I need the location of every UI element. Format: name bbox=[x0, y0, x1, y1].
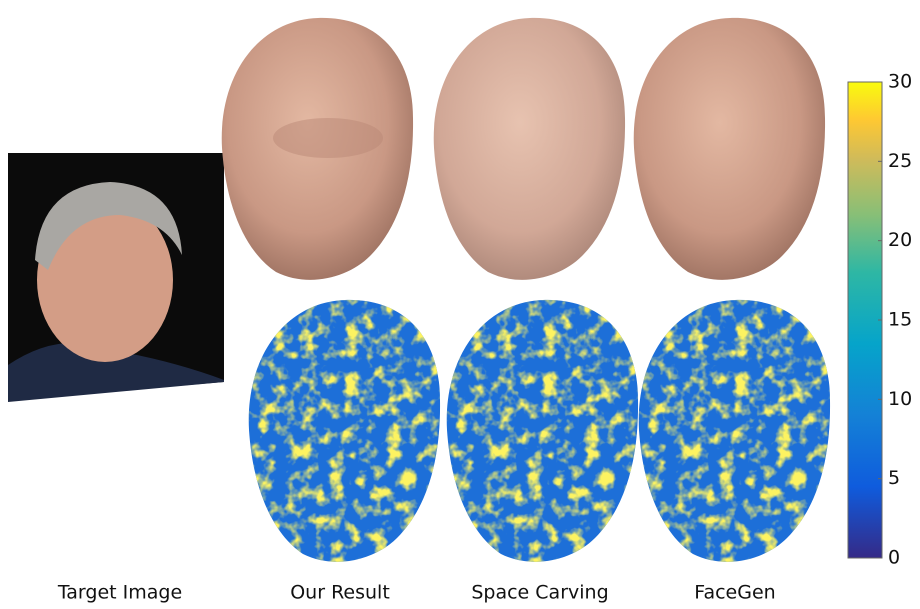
tick-label: 15 bbox=[888, 309, 912, 331]
figure: Target Image Our Result Space Carving Fa… bbox=[0, 0, 920, 605]
column-label: Space Carving bbox=[471, 582, 608, 604]
facegen-face bbox=[634, 18, 825, 280]
tick-label: 0 bbox=[888, 547, 900, 569]
facegen-error bbox=[625, 290, 845, 580]
tick-label: 20 bbox=[888, 229, 912, 251]
colorbar bbox=[848, 82, 882, 558]
page: Target Image Our Result Space Carving Fa… bbox=[0, 0, 920, 609]
space-carving-error bbox=[433, 290, 653, 580]
space-carving-face bbox=[434, 18, 625, 280]
column-label: FaceGen bbox=[694, 582, 775, 604]
our-result-error bbox=[235, 290, 455, 580]
tick-label: 30 bbox=[888, 71, 912, 93]
column-label: Target Image bbox=[57, 582, 182, 604]
target-photo bbox=[8, 153, 224, 402]
our-result-face bbox=[222, 18, 413, 280]
column-label: Our Result bbox=[290, 582, 390, 604]
tick-label: 5 bbox=[888, 467, 900, 489]
tick-label: 10 bbox=[888, 388, 912, 410]
tick-label: 25 bbox=[888, 150, 912, 172]
